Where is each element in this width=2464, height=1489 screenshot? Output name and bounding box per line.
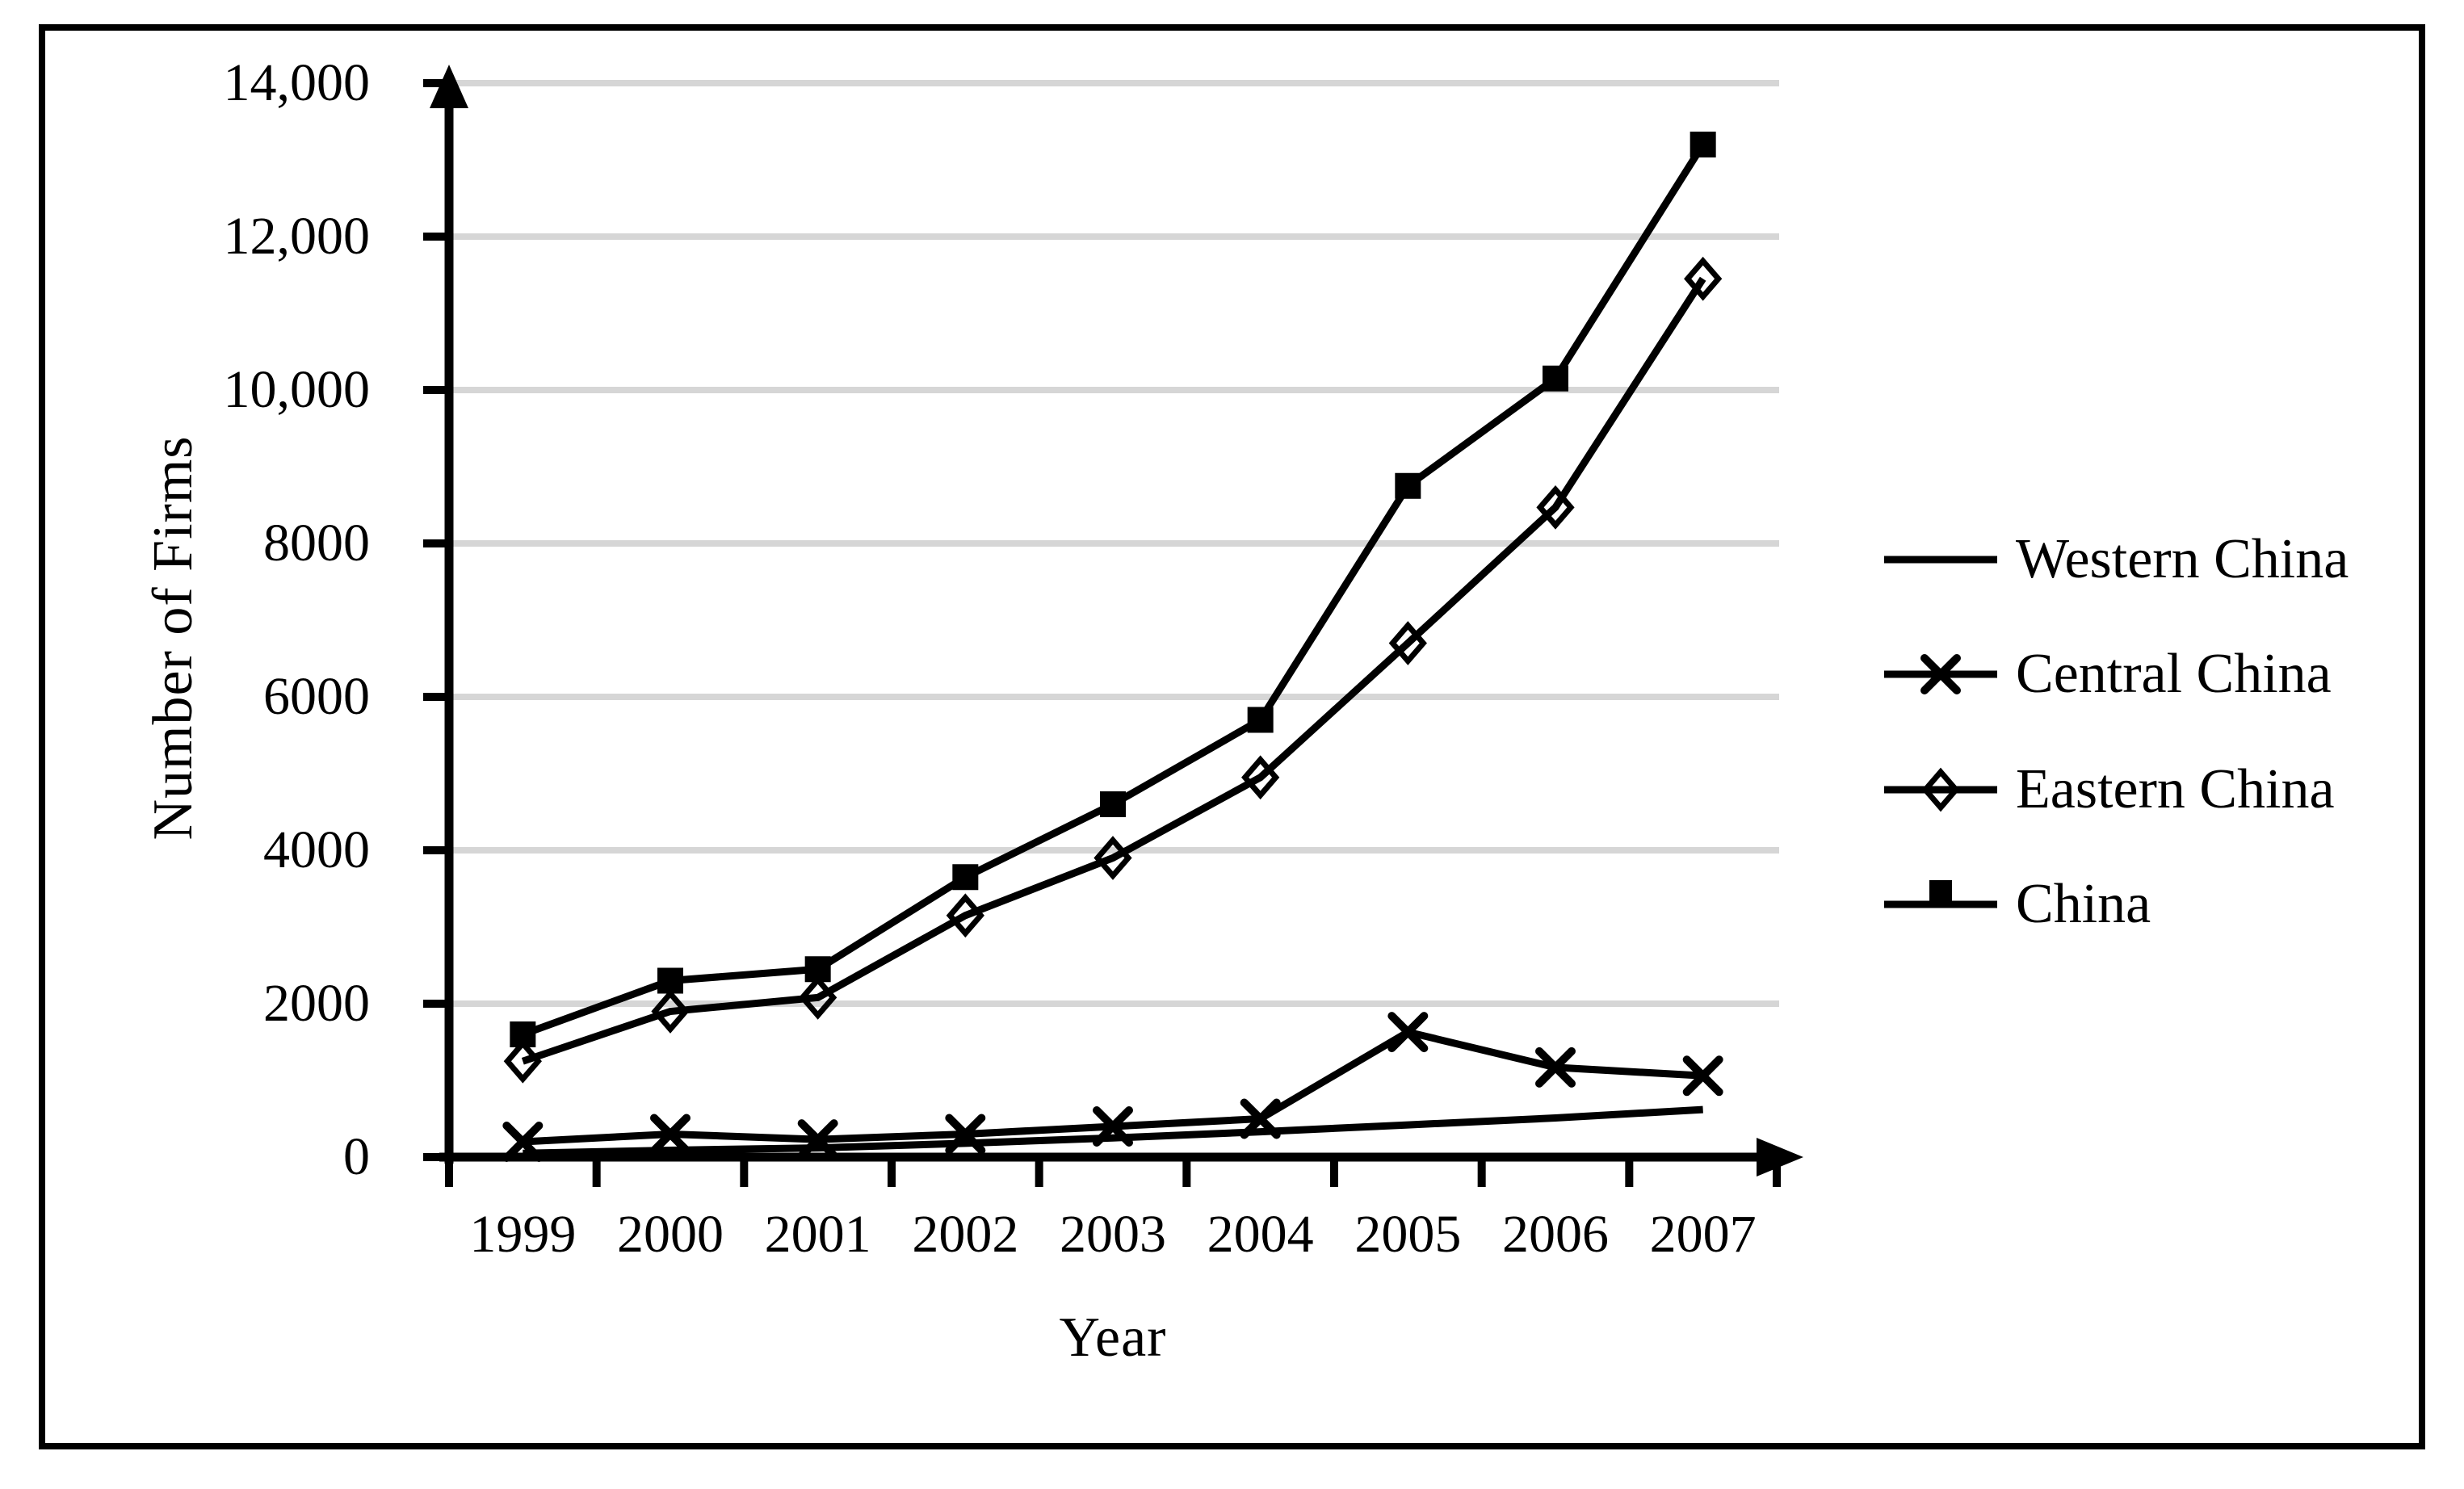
legend-label-western-china: Western China (2016, 528, 2349, 590)
series-central-china-point-1999-x-marker (502, 1122, 544, 1162)
y-tick-label-4000: 4000 (263, 820, 370, 879)
y-tick-label-10,000: 10,000 (223, 360, 371, 419)
x-tick-label-2001: 2001 (764, 1205, 871, 1264)
series-line-western-china (523, 1105, 1703, 1157)
series-eastern-china-point-2003-diamond-marker (1093, 836, 1132, 880)
series-eastern-china-point-2006-diamond-marker (1536, 484, 1575, 530)
legend-swatch-china (1884, 880, 1997, 908)
x-tick-label-2003: 2003 (1060, 1205, 1166, 1264)
series-central-china-point-2006-x-marker (1535, 1046, 1576, 1088)
series-central-china-point-2000-x-marker (650, 1114, 691, 1155)
y-tick-label-12,000: 12,000 (223, 207, 371, 266)
series-china-point-2007-square-marker (1690, 132, 1716, 157)
legend-entry-western-china: Western China (1884, 521, 2349, 598)
series-china-point-2001-square-marker (804, 956, 831, 983)
series-central-china-point-2001-x-marker (797, 1119, 838, 1160)
x-tick-label-2007: 2007 (1649, 1205, 1757, 1264)
series-china-point-1999-square-marker (510, 1021, 536, 1047)
x-tick-label-2002: 2002 (912, 1205, 1019, 1264)
legend-entry-china: China (1884, 866, 2151, 943)
x-tick-label-2000: 2000 (617, 1205, 724, 1264)
legend-label-central-china: Central China (2016, 643, 2332, 705)
series-eastern-china-point-2004-diamond-marker (1241, 755, 1280, 800)
legend-eastern-china-diamond-marker (1921, 767, 1960, 812)
series-central-china-point-2002-x-marker (945, 1114, 986, 1155)
legend-swatch-western-china (1884, 556, 1997, 564)
series-line-eastern-china (521, 276, 1706, 1065)
legend-label-china: China (2016, 873, 2151, 935)
series-china-point-2004-square-marker (1247, 707, 1274, 733)
series-central-china-point-2004-x-marker (1240, 1098, 1281, 1139)
x-tick-label-2004: 2004 (1207, 1205, 1314, 1264)
series-eastern-china-point-2000-diamond-marker (651, 989, 690, 1034)
series-eastern-china-point-2005-diamond-marker (1388, 621, 1427, 665)
x-tick-label-2006: 2006 (1502, 1205, 1609, 1264)
series-eastern-china-point-2007-diamond-marker (1684, 256, 1723, 301)
series-line-china (521, 142, 1706, 1038)
series-china-point-2003-square-marker (1100, 791, 1126, 817)
series-china-point-2000-square-marker (657, 967, 683, 994)
series-central-china-point-2007-x-marker (1682, 1055, 1723, 1097)
x-axis-title: Year (1059, 1307, 1167, 1369)
legend-swatch-central-china (1884, 654, 1997, 694)
series-eastern-china-point-2001-diamond-marker (799, 975, 837, 1020)
y-tick-label-8000: 8000 (263, 514, 370, 573)
series-china-point-2005-square-marker (1395, 472, 1421, 499)
y-axis-title: Number of Firms (142, 435, 204, 841)
legend-central-china-x-marker (1920, 654, 1961, 694)
legend-entry-eastern-china: Eastern China (1884, 751, 2335, 828)
legend-square-marker (1929, 880, 1952, 903)
y-tick-label-2000: 2000 (263, 974, 370, 1033)
series-eastern-china-point-2002-diamond-marker (946, 893, 984, 938)
y-tick-label-0: 0 (343, 1127, 370, 1186)
y-tick-label-6000: 6000 (263, 667, 370, 726)
series-china-point-2006-square-marker (1543, 365, 1568, 392)
y-tick-label-14,000: 14,000 (223, 53, 371, 112)
series-central-china-point-2003-x-marker (1093, 1106, 1133, 1147)
legend-swatch-eastern-china (1884, 767, 1997, 812)
legend-label-eastern-china: Eastern China (2016, 758, 2335, 820)
series-central-china-point-2005-x-marker (1387, 1012, 1429, 1053)
x-tick-label-1999: 1999 (469, 1205, 577, 1264)
series-eastern-china-point-1999-diamond-marker (503, 1038, 542, 1084)
x-tick-label-2005: 2005 (1354, 1205, 1462, 1264)
series-china-point-2002-square-marker (952, 864, 979, 891)
legend-entry-central-china: Central China (1884, 635, 2332, 713)
